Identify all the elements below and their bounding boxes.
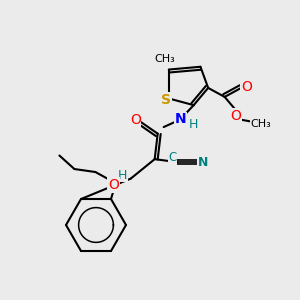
Text: N: N [197, 156, 208, 169]
Text: O: O [241, 80, 252, 94]
Text: O: O [108, 178, 119, 192]
Text: CH₃: CH₃ [154, 54, 175, 64]
Text: N: N [174, 112, 186, 126]
Text: C: C [169, 151, 177, 164]
Text: O: O [231, 109, 242, 123]
Text: H: H [189, 118, 198, 131]
Text: O: O [130, 113, 141, 127]
Text: S: S [161, 93, 171, 107]
Text: CH₃: CH₃ [250, 119, 271, 129]
Text: H: H [118, 169, 127, 182]
